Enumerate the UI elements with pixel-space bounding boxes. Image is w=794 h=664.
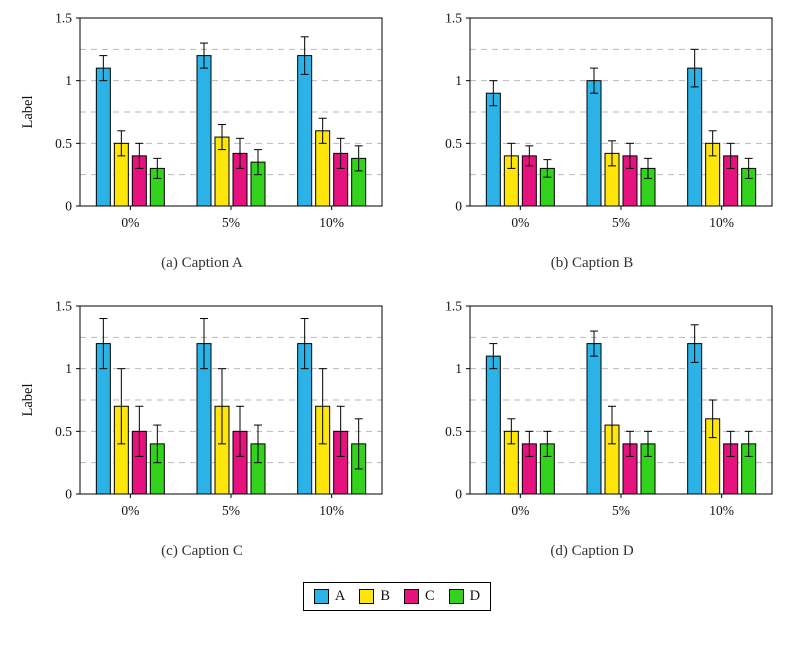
- svg-text:0%: 0%: [511, 215, 529, 230]
- svg-text:0: 0: [455, 199, 462, 214]
- chart-d-caption: (d) Caption D: [550, 543, 634, 559]
- svg-text:5%: 5%: [612, 503, 630, 518]
- chart-d: 0% 5% 10% 0 0.5 1 1.5 (d) Caption D: [400, 296, 784, 560]
- svg-text:1: 1: [455, 73, 462, 88]
- svg-text:0%: 0%: [511, 503, 529, 518]
- bar-chart-b: 0% 5% 10% 0 0.5 1 1.5: [445, 11, 773, 230]
- svg-text:5%: 5%: [222, 215, 240, 230]
- svg-text:0: 0: [65, 487, 72, 502]
- svg-text:0.5: 0.5: [55, 424, 72, 439]
- svg-text:10%: 10%: [709, 215, 734, 230]
- chart-b: 0% 5% 10% 0 0.5 1 1.5 (b) Caption B: [400, 8, 784, 272]
- svg-text:1.5: 1.5: [445, 11, 462, 26]
- legend-container: A B C D: [0, 582, 794, 611]
- svg-text:1: 1: [455, 361, 462, 376]
- svg-text:0.5: 0.5: [445, 136, 462, 151]
- legend-swatch-a: [313, 589, 329, 604]
- svg-text:1.5: 1.5: [55, 299, 72, 314]
- svg-text:10%: 10%: [709, 503, 734, 518]
- svg-text:1: 1: [65, 73, 72, 88]
- svg-text:Label: Label: [20, 383, 36, 416]
- svg-text:0: 0: [455, 487, 462, 502]
- legend-label-d: D: [469, 588, 481, 604]
- chart-c-caption: (c) Caption C: [161, 543, 243, 559]
- chart-b-caption: (b) Caption B: [550, 255, 634, 271]
- chart-a-caption: (a) Caption A: [161, 255, 243, 271]
- chart-c: 0% 5% 10% 0 0.5 1 1.5 Label (c) Caption C: [10, 296, 394, 560]
- bar-chart-c: 0% 5% 10% 0 0.5 1 1.5 Label: [20, 299, 383, 518]
- svg-text:Label: Label: [20, 95, 36, 128]
- svg-text:0%: 0%: [121, 503, 139, 518]
- svg-text:0.5: 0.5: [55, 136, 72, 151]
- legend-swatch-c: [404, 589, 419, 604]
- legend-label-a: A: [334, 588, 346, 604]
- bar-chart-d: 0% 5% 10% 0 0.5 1 1.5: [445, 299, 773, 518]
- figure-panel: 0% 5% 10% 0 0.5 1 1.5 Label (a) Caption A 0% 5% 1…: [10, 8, 784, 560]
- legend-label-c: C: [425, 588, 435, 604]
- svg-text:1.5: 1.5: [55, 11, 72, 26]
- legend-item-d: D: [448, 588, 481, 605]
- svg-text:0.5: 0.5: [445, 424, 462, 439]
- legend-swatch-d: [448, 589, 464, 604]
- bar-chart-a: 0% 5% 10% 0 0.5 1 1.5 Label: [20, 11, 383, 230]
- svg-text:5%: 5%: [222, 503, 240, 518]
- legend-item-b: B: [359, 588, 390, 605]
- svg-text:0%: 0%: [121, 215, 139, 230]
- svg-text:10%: 10%: [319, 503, 344, 518]
- legend-item-a: A: [313, 588, 346, 605]
- chart-a: 0% 5% 10% 0 0.5 1 1.5 Label (a) Caption A: [10, 8, 394, 272]
- svg-text:5%: 5%: [612, 215, 630, 230]
- svg-text:0: 0: [65, 199, 72, 214]
- legend-item-c: C: [404, 588, 435, 605]
- legend-swatch-b: [359, 589, 375, 604]
- legend-label-b: B: [380, 588, 390, 604]
- svg-text:10%: 10%: [319, 215, 344, 230]
- legend: A B C D: [302, 582, 492, 611]
- svg-text:1.5: 1.5: [445, 299, 462, 314]
- svg-text:1: 1: [65, 361, 72, 376]
